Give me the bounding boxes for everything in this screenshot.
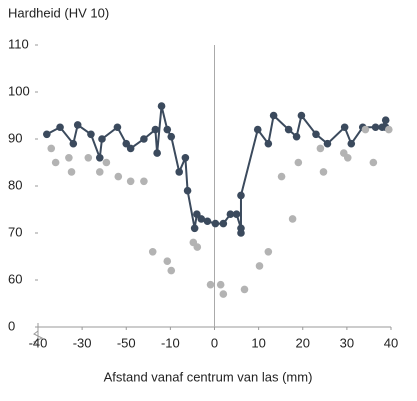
point	[197, 215, 206, 223]
x-tick-label: -10	[161, 335, 180, 350]
x-tick-label: 20	[296, 335, 310, 350]
point	[319, 168, 328, 176]
point	[264, 139, 273, 148]
point	[216, 280, 225, 289]
point	[56, 123, 64, 132]
point	[163, 257, 172, 266]
x-tick-label: 0	[211, 335, 218, 350]
y-tick-label: 0	[8, 318, 15, 333]
y-tick-label: 110	[8, 36, 29, 51]
point	[277, 172, 286, 181]
point	[219, 290, 228, 298]
point	[167, 266, 176, 275]
point	[292, 132, 301, 141]
point	[232, 210, 241, 218]
point	[206, 280, 215, 289]
point	[203, 217, 212, 226]
point	[43, 130, 51, 139]
point	[175, 168, 183, 176]
point	[148, 248, 157, 256]
axis-break	[33, 323, 44, 346]
point	[294, 158, 303, 167]
point	[87, 130, 95, 139]
point	[65, 154, 73, 162]
point	[264, 248, 273, 256]
point	[211, 219, 220, 228]
x-tick-label: -50	[117, 335, 136, 350]
point	[190, 224, 199, 233]
point	[323, 139, 332, 148]
y-tick-label: 60	[8, 271, 22, 286]
point	[183, 186, 192, 195]
point	[51, 158, 60, 167]
point	[95, 168, 104, 176]
point	[167, 132, 176, 141]
point	[384, 125, 393, 134]
y-tick-label: 70	[8, 224, 22, 239]
point	[95, 154, 104, 162]
x-tick-label: 40	[384, 335, 398, 350]
point	[240, 285, 249, 294]
point	[237, 229, 245, 237]
point	[297, 111, 306, 120]
point	[84, 154, 93, 162]
point	[237, 191, 245, 200]
point	[113, 123, 122, 132]
point	[253, 125, 262, 134]
point	[157, 102, 166, 110]
point	[163, 125, 172, 134]
x-tick-label: 10	[251, 335, 265, 350]
point	[284, 125, 293, 134]
point	[73, 121, 82, 129]
point	[288, 215, 297, 223]
point	[47, 144, 56, 153]
x-tick-label: 30	[340, 335, 354, 350]
point	[140, 135, 148, 143]
point	[269, 111, 278, 120]
point	[67, 168, 76, 176]
point	[369, 158, 378, 167]
point	[114, 172, 123, 181]
point	[316, 144, 325, 153]
point	[347, 139, 356, 148]
point	[151, 125, 160, 134]
x-axis-label: Afstand vanaf centrum van las (mm)	[104, 369, 313, 384]
point	[219, 219, 228, 228]
point	[193, 243, 202, 251]
point	[343, 154, 352, 162]
y-tick-label: 100	[8, 83, 30, 98]
point	[69, 139, 78, 148]
point	[140, 177, 148, 186]
y-tick-label: 90	[8, 130, 22, 145]
chart-title: Hardheid (HV 10)	[8, 5, 109, 20]
x-tick-label: -30	[73, 335, 92, 350]
x-tick-label: -40	[29, 335, 48, 350]
point	[312, 130, 320, 139]
y-tick-label: 80	[8, 177, 22, 192]
point	[371, 123, 380, 132]
point	[126, 144, 135, 153]
point	[340, 123, 349, 132]
point	[126, 177, 135, 186]
point	[255, 262, 264, 270]
point	[102, 158, 111, 167]
point	[181, 154, 190, 162]
point	[361, 125, 370, 134]
point	[153, 149, 161, 157]
point	[98, 135, 106, 143]
point	[381, 116, 390, 124]
point	[226, 210, 235, 218]
